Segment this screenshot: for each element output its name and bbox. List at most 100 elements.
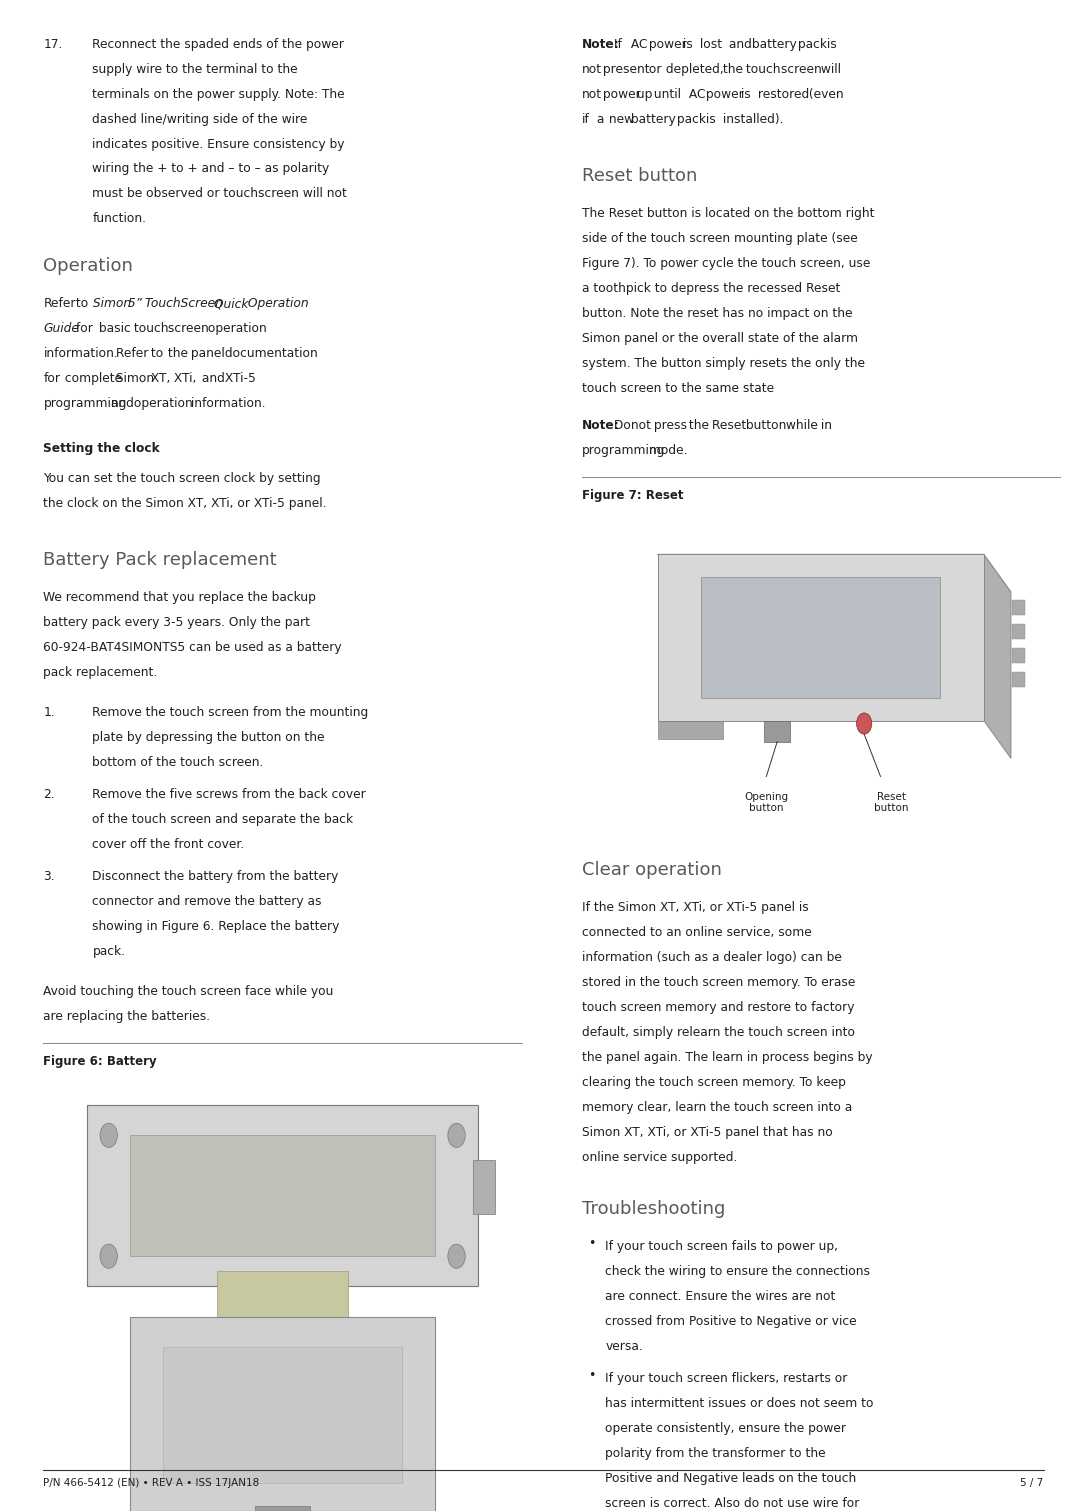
Text: to: to [147,348,163,360]
Text: Reset button: Reset button [582,168,697,186]
Text: 1.: 1. [43,706,55,719]
Text: Simon panel or the overall state of the alarm: Simon panel or the overall state of the … [582,332,858,345]
Text: or: or [645,62,661,76]
Circle shape [448,1244,465,1268]
Text: Reset: Reset [708,419,746,432]
Text: in: in [816,419,832,432]
Text: 2.: 2. [43,789,55,801]
Text: 5 / 7: 5 / 7 [1021,1478,1044,1488]
Text: memory clear, learn the touch screen into a: memory clear, learn the touch screen int… [582,1100,852,1114]
Text: new: new [604,112,634,125]
Text: lost: lost [697,38,723,51]
Text: screen is correct. Also do not use wire for: screen is correct. Also do not use wire … [605,1497,860,1509]
Text: •: • [588,1369,596,1383]
Text: If: If [610,38,622,51]
Text: The Reset button is located on the bottom right: The Reset button is located on the botto… [582,207,874,221]
Circle shape [100,1123,117,1147]
Text: If your touch screen fails to power up,: If your touch screen fails to power up, [605,1241,838,1253]
Polygon shape [984,555,1011,759]
Polygon shape [658,555,984,721]
Text: Disconnect the battery from the battery: Disconnect the battery from the battery [92,870,339,884]
Text: AC: AC [685,88,705,101]
Text: supply wire to the terminal to the: supply wire to the terminal to the [92,62,298,76]
Text: power: power [599,88,640,101]
Text: Refer: Refer [112,348,149,360]
FancyBboxPatch shape [1012,648,1025,663]
FancyBboxPatch shape [473,1159,495,1213]
Text: P/N 466-5412 (EN) • REV A • ISS 17JAN18: P/N 466-5412 (EN) • REV A • ISS 17JAN18 [43,1478,260,1488]
Text: Battery Pack replacement: Battery Pack replacement [43,552,277,570]
Text: information.: information. [187,397,265,409]
Text: clearing the touch screen memory. To keep: clearing the touch screen memory. To kee… [582,1076,846,1089]
Text: stored in the touch screen memory. To erase: stored in the touch screen memory. To er… [582,976,854,990]
Text: pack: pack [794,38,827,51]
Text: Figure 7: Reset: Figure 7: Reset [582,490,683,502]
Text: information (such as a dealer logo) can be: information (such as a dealer logo) can … [582,950,841,964]
Text: bottom of the touch screen.: bottom of the touch screen. [92,756,264,769]
Text: touch: touch [742,62,780,76]
Text: the: the [685,419,709,432]
Text: is: is [702,112,716,125]
Text: has intermittent issues or does not seem to: has intermittent issues or does not seem… [605,1398,874,1410]
Text: press: press [650,419,687,432]
Text: until: until [650,88,682,101]
Text: installed).: installed). [720,112,784,125]
Text: screen: screen [164,322,209,335]
Text: operation: operation [129,397,192,409]
Text: pack: pack [673,112,707,125]
Text: panel: panel [187,348,225,360]
Text: the: the [164,348,188,360]
Text: battery pack every 3-5 years. Only the part: battery pack every 3-5 years. Only the p… [43,616,311,629]
Text: programming: programming [43,397,127,409]
FancyBboxPatch shape [87,1105,478,1286]
Text: Operation: Operation [245,298,309,310]
Text: a: a [594,112,604,125]
Text: pack replacement.: pack replacement. [43,666,158,678]
Text: battery: battery [748,38,797,51]
Text: a toothpick to depress the recessed Reset: a toothpick to depress the recessed Rese… [582,283,840,295]
Text: Note:: Note: [582,419,620,432]
Text: operate consistently, ensure the power: operate consistently, ensure the power [605,1422,847,1435]
Text: versa.: versa. [605,1340,644,1352]
Text: online service supported.: online service supported. [582,1150,737,1163]
FancyBboxPatch shape [130,1316,435,1511]
Bar [582,509,1060,842]
Text: Clear operation: Clear operation [582,861,722,879]
Text: (even: (even [805,88,844,101]
Text: connected to an online service, some: connected to an online service, some [582,926,811,940]
Polygon shape [658,555,1011,592]
Text: check the wiring to ensure the connections: check the wiring to ensure the connectio… [605,1265,871,1278]
Text: are replacing the batteries.: are replacing the batteries. [43,1009,211,1023]
FancyBboxPatch shape [130,1135,435,1256]
Text: Reconnect the spaded ends of the power: Reconnect the spaded ends of the power [92,38,345,51]
Text: power: power [702,88,744,101]
Text: is: is [823,38,836,51]
Text: Operation: Operation [43,257,134,275]
Text: If your touch screen flickers, restarts or: If your touch screen flickers, restarts … [605,1372,848,1386]
Text: crossed from Positive to Negative or vice: crossed from Positive to Negative or vic… [605,1315,857,1328]
Text: 3.: 3. [43,870,55,884]
Text: Figure 7). To power cycle the touch screen, use: Figure 7). To power cycle the touch scre… [582,257,870,270]
Text: polarity from the transformer to the: polarity from the transformer to the [605,1448,826,1460]
FancyBboxPatch shape [764,721,790,742]
Text: mode.: mode. [645,444,687,458]
Text: not: not [582,62,602,76]
FancyBboxPatch shape [701,577,940,698]
Text: for: for [43,372,61,385]
Text: Quick: Quick [210,298,249,310]
Text: Simon: Simon [89,298,132,310]
Text: the panel again. The learn in process begins by: the panel again. The learn in process be… [582,1050,872,1064]
Text: documentation: documentation [222,348,318,360]
Text: button. Note the reset has no impact on the: button. Note the reset has no impact on … [582,307,852,320]
FancyBboxPatch shape [255,1505,310,1511]
Text: cover off the front cover.: cover off the front cover. [92,839,245,851]
Text: not: not [582,88,602,101]
Text: connector and remove the battery as: connector and remove the battery as [92,896,322,908]
Text: Note:: Note: [582,38,620,51]
FancyBboxPatch shape [217,1271,348,1331]
Text: indicates positive. Ensure consistency by: indicates positive. Ensure consistency b… [92,138,345,151]
Text: the: the [720,62,744,76]
Text: information.: information. [43,348,118,360]
Text: Troubleshooting: Troubleshooting [582,1200,725,1218]
Text: complete: complete [61,372,122,385]
